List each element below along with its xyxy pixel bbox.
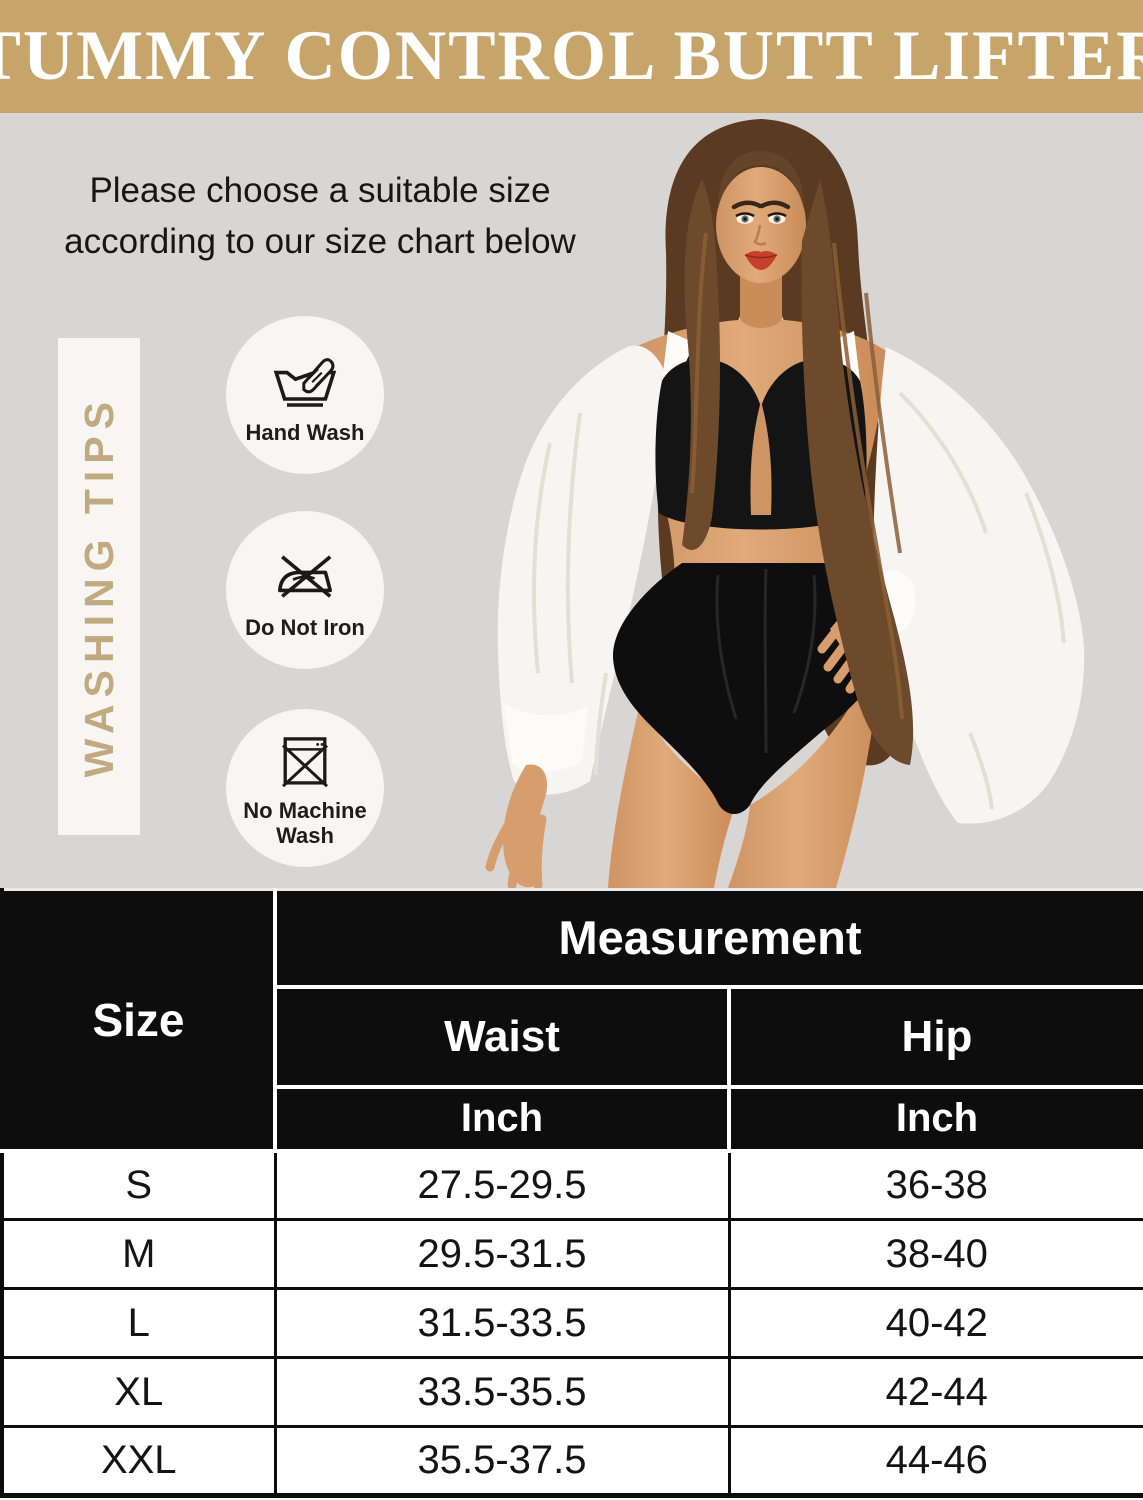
care-badge-label: No Machine Wash xyxy=(243,797,367,848)
no-machine-wash-icon xyxy=(281,736,329,787)
hero-section: Please choose a suitable size according … xyxy=(0,113,1143,888)
hand-wash-icon xyxy=(273,358,337,407)
hip-value: 38-40 xyxy=(727,1218,1143,1290)
size-value: M xyxy=(0,1218,277,1290)
size-note-line1: Please choose a suitable size xyxy=(89,171,551,210)
size-chart-table: Size Measurement Waist Hip Inch Inch S 2… xyxy=(0,888,1143,1498)
hip-column-header: Hip xyxy=(727,984,1143,1089)
care-badge-label: Hand Wash xyxy=(245,420,365,445)
hip-value: 42-44 xyxy=(727,1356,1143,1428)
measurement-group-header: Measurement xyxy=(273,888,1143,989)
table-row: L 31.5-33.5 40-42 xyxy=(0,1287,1143,1359)
care-badge-label: Do Not Iron xyxy=(245,615,365,640)
size-corner-header: Size xyxy=(0,888,277,1153)
do-not-iron-icon xyxy=(278,555,332,598)
care-badge-do-not-iron: Do Not Iron xyxy=(226,511,384,669)
size-value: XL xyxy=(0,1356,277,1428)
table-row: XXL 35.5-37.5 44-46 xyxy=(0,1425,1143,1498)
washing-tips-label: WASHING TIPS xyxy=(75,395,122,778)
table-row: S 27.5-29.5 36-38 xyxy=(0,1149,1143,1221)
size-value: S xyxy=(0,1149,277,1221)
size-value: L xyxy=(0,1287,277,1359)
waist-value: 31.5-33.5 xyxy=(273,1287,731,1359)
table-row: M 29.5-31.5 38-40 xyxy=(0,1218,1143,1290)
table-header-row: Waist Hip xyxy=(2,984,1143,1089)
waist-value: 27.5-29.5 xyxy=(273,1149,731,1221)
size-value: XXL xyxy=(0,1425,277,1498)
title-banner: TUMMY CONTROL BUTT LIFTER xyxy=(0,0,1143,113)
washing-tips-strip: WASHING TIPS xyxy=(58,338,140,835)
table-header-row: Inch Inch xyxy=(2,1084,1143,1153)
hip-value: 36-38 xyxy=(727,1149,1143,1221)
page-title: TUMMY CONTROL BUTT LIFTER xyxy=(0,17,1143,95)
table-row: XL 33.5-35.5 42-44 xyxy=(0,1356,1143,1428)
care-badge-hand-wash: Hand Wash xyxy=(226,316,384,474)
size-note: Please choose a suitable size according … xyxy=(26,165,614,267)
care-badge-no-machine-wash: No Machine Wash xyxy=(226,709,384,867)
waist-value: 29.5-31.5 xyxy=(273,1218,731,1290)
hip-value: 40-42 xyxy=(727,1287,1143,1359)
hip-unit-header: Inch xyxy=(727,1084,1143,1153)
waist-unit-header: Inch xyxy=(273,1084,731,1153)
table-header-row: Size Measurement xyxy=(0,888,1143,1153)
size-note-line2: according to our size chart below xyxy=(64,222,576,261)
waist-column-header: Waist xyxy=(273,984,731,1089)
waist-value: 35.5-37.5 xyxy=(273,1425,731,1498)
waist-value: 33.5-35.5 xyxy=(273,1356,731,1428)
model-photo xyxy=(485,119,1085,888)
hip-value: 44-46 xyxy=(727,1425,1143,1498)
